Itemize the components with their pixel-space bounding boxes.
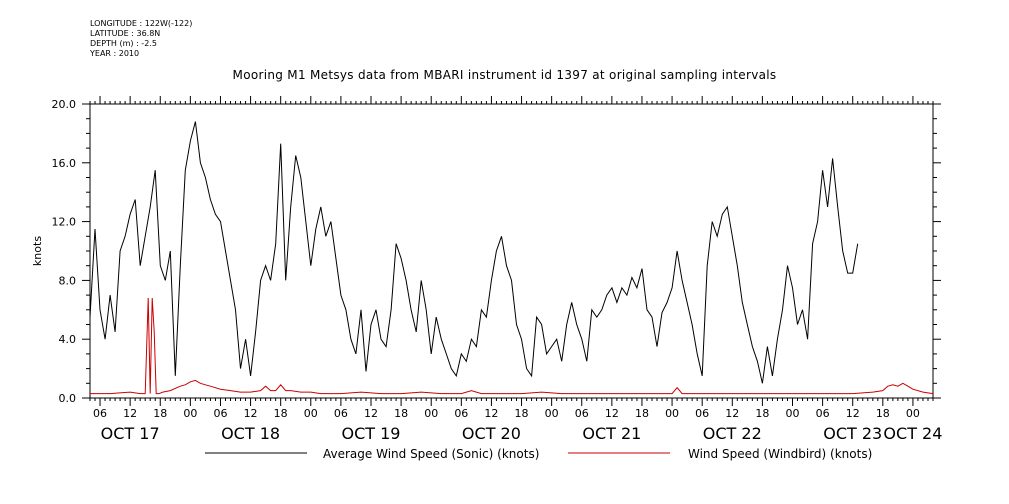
y-tick-label: 0.0 [59,392,77,405]
x-hour-label: 00 [183,407,197,420]
legend: Average Wind Speed (Sonic) (knots) Wind … [205,447,872,461]
x-hour-label: 12 [244,407,258,420]
x-hour-label: 18 [635,407,649,420]
x-date-label: OCT 19 [342,424,401,443]
year-text: YEAR : 2010 [90,49,140,58]
series-layer [89,121,934,395]
x-hour-label: 06 [213,407,227,420]
x-hour-label: 18 [394,407,408,420]
x-hour-label: 00 [545,407,559,420]
x-date-label: OCT 20 [462,424,521,443]
x-hour-label: 00 [304,407,318,420]
x-hour-label: 18 [153,407,167,420]
x-hour-label: 12 [364,407,378,420]
y-axis-label: knots [31,236,44,266]
x-hour-label: 12 [605,407,619,420]
y-tick-label: 12.0 [52,216,77,229]
y-tick-label: 4.0 [59,333,77,346]
x-hour-label: 00 [424,407,438,420]
y-tick-label: 20.0 [52,98,77,111]
depth-text: DEPTH (m) : -2.5 [90,39,157,48]
x-date-label: OCT 18 [221,424,280,443]
chart-title: Mooring M1 Metsys data from MBARI instru… [232,68,777,82]
x-hour-label: 12 [123,407,137,420]
legend-label-sonic: Average Wind Speed (Sonic) (knots) [323,447,539,461]
plot-frame [89,103,934,399]
x-hour-label: 12 [846,407,860,420]
series-sonic-line [89,121,859,384]
x-hour-label: 06 [695,407,709,420]
x-hour-label: 12 [725,407,739,420]
x-hour-label: 06 [93,407,107,420]
x-date-label: OCT 17 [101,424,160,443]
x-date-label: OCT 22 [703,424,762,443]
latitude-text: LATITUDE : 36.8N [90,29,161,38]
x-hour-label: 18 [755,407,769,420]
x-hour-label: 00 [906,407,920,420]
series-windbird-line [90,297,934,395]
x-date-label: OCT 23 [823,424,882,443]
metadata-header: LONGITUDE : 122W(-122) LATITUDE : 36.8N … [90,19,192,59]
x-date-label: OCT 21 [582,424,641,443]
x-hour-label: 00 [665,407,679,420]
x-hour-label: 18 [515,407,529,420]
x-hour-label: 06 [334,407,348,420]
x-hour-label: 00 [786,407,800,420]
axis-ticks: 0.0 4.0 8.0 12.0 16.0 20.0 06 12 18 00 06 12 18 00 06 1… [52,96,942,443]
x-date-label: OCT 24 [883,424,942,443]
x-hour-label: 06 [816,407,830,420]
x-hour-label: 12 [484,407,498,420]
y-tick-label: 16.0 [52,157,77,170]
x-hour-label: 06 [454,407,468,420]
x-hour-label: 06 [575,407,589,420]
x-hour-label: 18 [876,407,890,420]
longitude-text: LONGITUDE : 122W(-122) [90,19,193,28]
x-hour-label: 18 [274,407,288,420]
y-tick-label: 8.0 [59,274,77,287]
legend-label-windbird: Wind Speed (Windbird) (knots) [688,447,872,461]
